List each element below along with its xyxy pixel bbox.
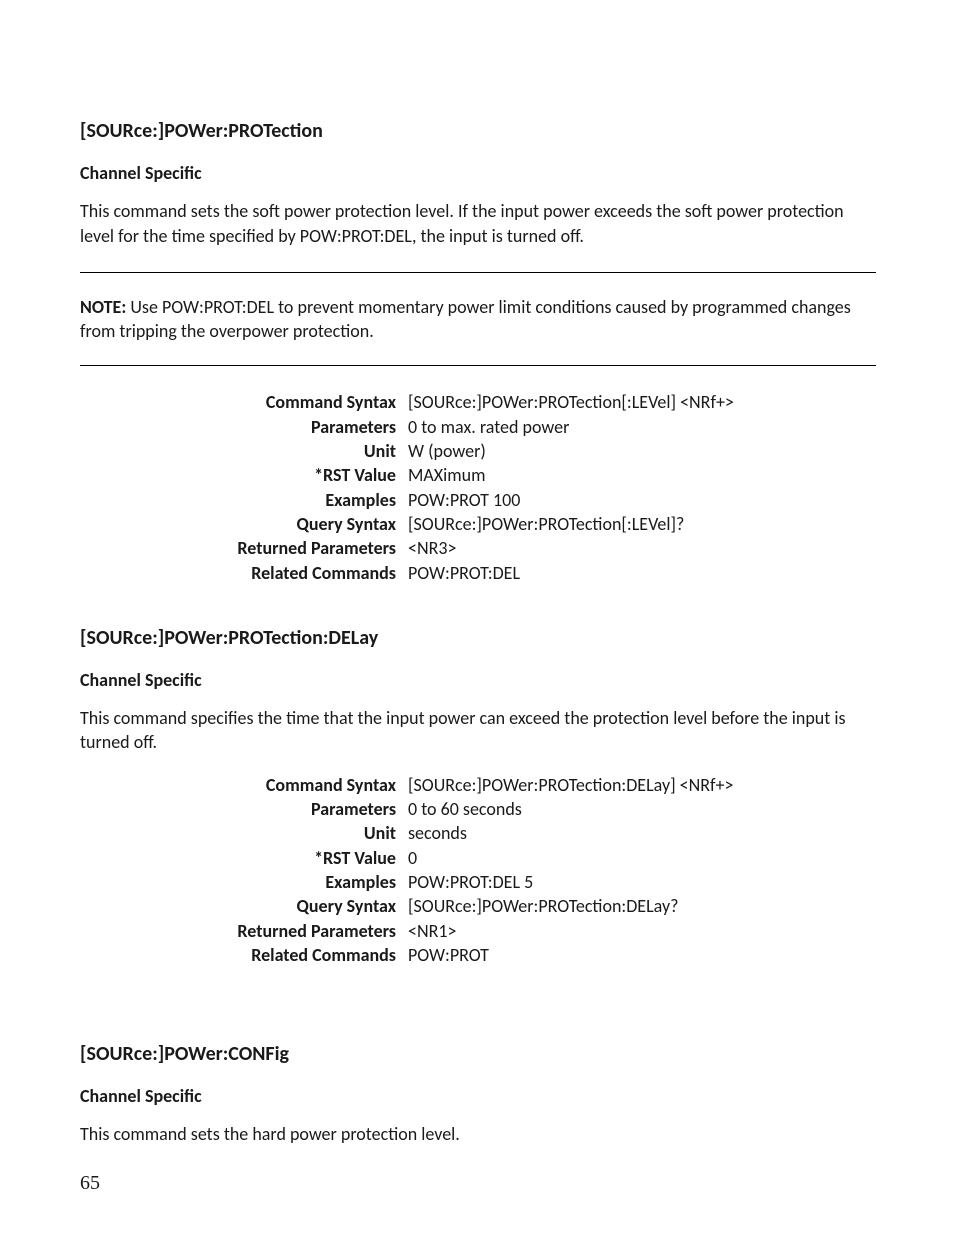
row-examples: Examples POW:PROT:DEL 5 <box>80 870 876 894</box>
row-related: Related Commands POW:PROT <box>80 943 876 967</box>
row-query: Query Syntax [SOURce:]POWer:PROTection:D… <box>80 894 876 918</box>
channel-specific-label: Channel Specific <box>80 668 876 692</box>
row-query: Query Syntax [SOURce:]POWer:PROTection[:… <box>80 512 876 536</box>
label-parameters: Parameters <box>80 797 408 821</box>
row-parameters: Parameters 0 to 60 seconds <box>80 797 876 821</box>
value-parameters: 0 to 60 seconds <box>408 797 876 821</box>
section-title: [SOURce:]POWer:PROTection:DELay <box>80 625 876 652</box>
value-rst: MAXimum <box>408 463 876 487</box>
value-related: POW:PROT <box>408 943 876 967</box>
value-returned: <NR3> <box>408 536 876 560</box>
document-page: [SOURce:]POWer:PROTection Channel Specif… <box>0 0 954 1235</box>
label-related: Related Commands <box>80 943 408 967</box>
row-rst: *RST Value MAXimum <box>80 463 876 487</box>
section-description: This command sets the hard power protect… <box>80 1122 876 1146</box>
label-returned: Returned Parameters <box>80 919 408 943</box>
value-query: [SOURce:]POWer:PROTection:DELay? <box>408 894 876 918</box>
row-rst: *RST Value 0 <box>80 846 876 870</box>
channel-specific-label: Channel Specific <box>80 1084 876 1108</box>
value-returned: <NR1> <box>408 919 876 943</box>
note-label: NOTE: <box>80 296 126 318</box>
row-command-syntax: Command Syntax [SOURce:]POWer:PROTection… <box>80 390 876 414</box>
channel-specific-label: Channel Specific <box>80 161 876 185</box>
row-related: Related Commands POW:PROT:DEL <box>80 561 876 585</box>
label-unit: Unit <box>80 439 408 463</box>
definition-table-1: Command Syntax [SOURce:]POWer:PROTection… <box>80 390 876 584</box>
section-title: [SOURce:]POWer:CONFig <box>80 1041 876 1068</box>
note-block: NOTE: Use POW:PROT:DEL to prevent moment… <box>80 272 876 367</box>
section-protection: [SOURce:]POWer:PROTection Channel Specif… <box>80 118 876 585</box>
value-examples: POW:PROT 100 <box>408 488 876 512</box>
label-examples: Examples <box>80 870 408 894</box>
section-description: This command sets the soft power protect… <box>80 199 876 248</box>
row-parameters: Parameters 0 to max. rated power <box>80 415 876 439</box>
label-rst: *RST Value <box>80 463 408 487</box>
label-query: Query Syntax <box>80 894 408 918</box>
label-unit: Unit <box>80 821 408 845</box>
section-description: This command specifies the time that the… <box>80 706 876 755</box>
section-config: [SOURce:]POWer:CONFig Channel Specific T… <box>80 1041 876 1147</box>
value-rst: 0 <box>408 846 876 870</box>
label-examples: Examples <box>80 488 408 512</box>
definition-table-2: Command Syntax [SOURce:]POWer:PROTection… <box>80 773 876 967</box>
value-unit: seconds <box>408 821 876 845</box>
value-examples: POW:PROT:DEL 5 <box>408 870 876 894</box>
label-related: Related Commands <box>80 561 408 585</box>
value-command-syntax: [SOURce:]POWer:PROTection[:LEVel] <NRf+> <box>408 390 876 414</box>
value-query: [SOURce:]POWer:PROTection[:LEVel]? <box>408 512 876 536</box>
value-related: POW:PROT:DEL <box>408 561 876 585</box>
row-command-syntax: Command Syntax [SOURce:]POWer:PROTection… <box>80 773 876 797</box>
label-query: Query Syntax <box>80 512 408 536</box>
note-text: Use POW:PROT:DEL to prevent momentary po… <box>80 296 851 342</box>
value-command-syntax: [SOURce:]POWer:PROTection:DELay] <NRf+> <box>408 773 876 797</box>
row-returned: Returned Parameters <NR1> <box>80 919 876 943</box>
section-protection-delay: [SOURce:]POWer:PROTection:DELay Channel … <box>80 625 876 967</box>
label-command-syntax: Command Syntax <box>80 390 408 414</box>
section-spacer <box>80 1007 876 1041</box>
label-parameters: Parameters <box>80 415 408 439</box>
row-unit: Unit seconds <box>80 821 876 845</box>
row-examples: Examples POW:PROT 100 <box>80 488 876 512</box>
label-returned: Returned Parameters <box>80 536 408 560</box>
label-rst: *RST Value <box>80 846 408 870</box>
value-unit: W (power) <box>408 439 876 463</box>
row-unit: Unit W (power) <box>80 439 876 463</box>
row-returned: Returned Parameters <NR3> <box>80 536 876 560</box>
value-parameters: 0 to max. rated power <box>408 415 876 439</box>
label-command-syntax: Command Syntax <box>80 773 408 797</box>
page-number: 65 <box>80 1170 100 1197</box>
section-title: [SOURce:]POWer:PROTection <box>80 118 876 145</box>
